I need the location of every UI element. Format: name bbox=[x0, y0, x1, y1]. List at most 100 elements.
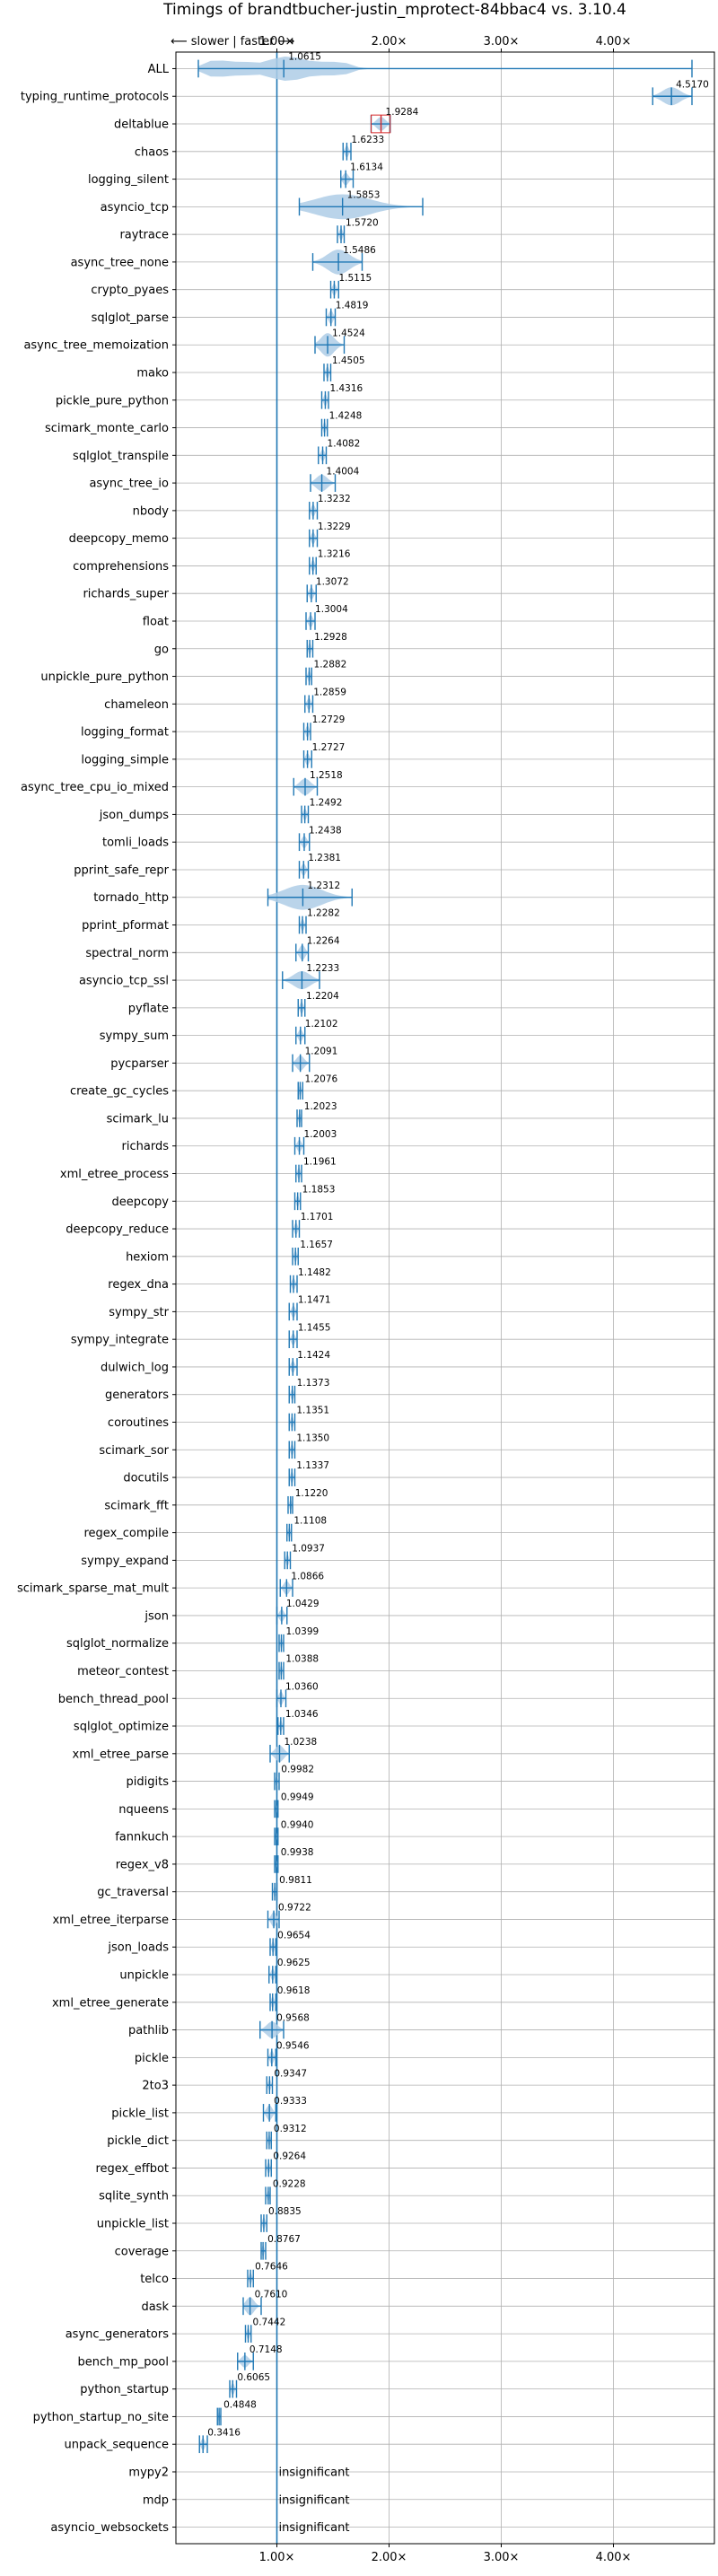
violin-group: 1.5853 bbox=[298, 189, 424, 220]
violin-group: 1.1853 bbox=[293, 1184, 335, 1211]
violin-value-label: 4.5170 bbox=[676, 79, 709, 90]
y-tick-label: sympy_str bbox=[109, 1306, 169, 1319]
violin-value-label: 1.1108 bbox=[293, 1516, 327, 1527]
violin-value-label: 1.5115 bbox=[338, 273, 372, 284]
violin-group: 1.4316 bbox=[320, 383, 363, 409]
violin-value-label: 0.3416 bbox=[207, 2427, 241, 2438]
violin-value-label: 1.2091 bbox=[305, 1047, 338, 1057]
violin-group: 0.7442 bbox=[244, 2317, 286, 2343]
y-tick-label: unpickle bbox=[119, 1969, 169, 1983]
y-tick-label: sympy_sum bbox=[100, 1030, 169, 1043]
violin-value-label: 0.9228 bbox=[273, 2178, 306, 2189]
y-tick-label: create_gc_cycles bbox=[70, 1085, 169, 1099]
violin-value-label: 0.7442 bbox=[253, 2317, 286, 2327]
y-tick-label: sqlglot_normalize bbox=[66, 1637, 169, 1651]
violin-value-label: 1.1961 bbox=[303, 1157, 337, 1168]
y-tick-label: pprint_pformat bbox=[82, 919, 169, 933]
y-tick-label: 2to3 bbox=[142, 2080, 169, 2093]
violin-value-label: 1.2264 bbox=[307, 935, 340, 946]
violin-value-label: 0.7610 bbox=[255, 2289, 288, 2300]
violin-group: 1.1424 bbox=[288, 1350, 330, 1376]
y-tick-label: regex_v8 bbox=[116, 1858, 169, 1871]
y-tick-label: mypy2 bbox=[128, 2466, 169, 2479]
y-tick-label: unpack_sequence bbox=[64, 2439, 169, 2452]
violin-group: 1.4248 bbox=[320, 411, 362, 437]
violin-value-label: 1.0388 bbox=[285, 1654, 319, 1665]
y-tick-label: raytrace bbox=[119, 229, 169, 242]
y-tick-label: generators bbox=[105, 1389, 169, 1402]
violin-value-label: 1.2928 bbox=[314, 632, 347, 643]
violin-value-label: 1.3072 bbox=[316, 576, 349, 587]
violin-value-label: 0.9347 bbox=[274, 2068, 307, 2079]
violin-group: 1.2102 bbox=[295, 1019, 338, 1045]
violin-group: 0.9618 bbox=[269, 1985, 311, 2011]
violin-value-label: 0.9625 bbox=[277, 1958, 311, 1968]
violin-value-label: 0.9654 bbox=[277, 1930, 311, 1941]
violin-group: 1.0388 bbox=[278, 1654, 319, 1680]
y-tick-label: coverage bbox=[115, 2245, 169, 2258]
violin-highlight bbox=[371, 114, 391, 134]
violin-value-label: 1.2859 bbox=[313, 687, 346, 697]
violin-group: 1.5115 bbox=[329, 273, 372, 299]
violin-value-label: 1.0360 bbox=[285, 1681, 319, 1692]
violin-value-label: 1.0238 bbox=[284, 1737, 317, 1748]
violin-group: 1.0429 bbox=[276, 1599, 320, 1625]
y-tick-label: chameleon bbox=[104, 698, 169, 712]
violin-group: 1.2438 bbox=[298, 825, 342, 852]
y-tick-label: async_tree_none bbox=[71, 256, 169, 269]
violin-value-label: 1.0937 bbox=[292, 1544, 325, 1555]
violin-group: 0.4848 bbox=[216, 2400, 257, 2426]
violin-group: 1.1220 bbox=[287, 1488, 328, 1514]
violin-value-label: 1.2727 bbox=[312, 742, 346, 753]
violin-value-label: 1.1482 bbox=[298, 1267, 331, 1278]
violin-group: 1.1471 bbox=[288, 1295, 331, 1321]
violin-group: 0.9654 bbox=[269, 1930, 311, 1957]
violin-group: 0.9949 bbox=[274, 1792, 314, 1818]
violin-group: 0.9347 bbox=[266, 2068, 307, 2094]
violin-group: 1.1701 bbox=[292, 1212, 334, 1238]
y-tick-label: asyncio_tcp_ssl bbox=[79, 975, 169, 988]
y-tick-label: coroutines bbox=[108, 1416, 169, 1430]
violin-value-label: 1.0399 bbox=[285, 1626, 319, 1637]
y-tick-label: pickle bbox=[135, 2052, 169, 2065]
violin-value-label: 1.1701 bbox=[301, 1212, 334, 1222]
violin-value-label: 1.2204 bbox=[306, 991, 339, 1002]
y-tick-label: meteor_contest bbox=[77, 1665, 169, 1678]
violin-group: 1.4819 bbox=[325, 301, 368, 327]
y-tick-label: telco bbox=[140, 2273, 169, 2286]
insignificant-label: insignificant bbox=[279, 2493, 350, 2507]
violin-group: 1.0615 bbox=[197, 52, 693, 81]
violin-group: 1.1657 bbox=[292, 1240, 333, 1266]
violin-group: 1.2882 bbox=[305, 660, 347, 686]
violin-group: 1.4004 bbox=[310, 466, 360, 492]
violin-group: 1.3004 bbox=[305, 604, 348, 630]
y-tick-label: sympy_integrate bbox=[71, 1334, 169, 1347]
violin-value-label: 0.9568 bbox=[276, 2013, 310, 2024]
violin-value-label: 1.2882 bbox=[314, 660, 347, 670]
violin-group: 1.2518 bbox=[293, 770, 343, 796]
violin-group: 1.0399 bbox=[278, 1626, 319, 1652]
violin-group: 0.9228 bbox=[265, 2178, 306, 2205]
violin-value-label: 1.4082 bbox=[328, 438, 361, 449]
violin-value-label: 0.9618 bbox=[277, 1985, 311, 1996]
violin-value-label: 0.9949 bbox=[281, 1792, 314, 1803]
y-tick-label: xml_etree_generate bbox=[52, 1996, 169, 2010]
y-tick-label: sqlite_synth bbox=[99, 2190, 169, 2204]
y-tick-label: mako bbox=[136, 367, 169, 381]
violin-value-label: 1.2492 bbox=[310, 798, 343, 809]
violin-value-label: 1.1657 bbox=[300, 1240, 333, 1250]
violin-value-label: 1.1373 bbox=[297, 1378, 330, 1389]
y-tick-label: gc_traversal bbox=[97, 1886, 169, 1899]
violin-value-label: 0.7148 bbox=[250, 2344, 283, 2355]
y-tick-label: deltablue bbox=[114, 118, 169, 132]
violin-group: 1.2204 bbox=[297, 991, 339, 1017]
y-tick-label: regex_dna bbox=[108, 1278, 169, 1292]
violin-group: 1.1350 bbox=[288, 1433, 329, 1459]
violin-value-label: 1.1220 bbox=[295, 1488, 328, 1499]
y-tick-label: python_startup_no_site bbox=[33, 2411, 169, 2424]
y-tick-label: logging_format bbox=[81, 726, 169, 740]
y-tick-label: docutils bbox=[123, 1472, 169, 1485]
y-tick-label: pyflate bbox=[128, 1002, 169, 1015]
insignificant-label: insignificant bbox=[279, 2521, 350, 2535]
y-tick-label: crypto_pyaes bbox=[91, 284, 169, 297]
